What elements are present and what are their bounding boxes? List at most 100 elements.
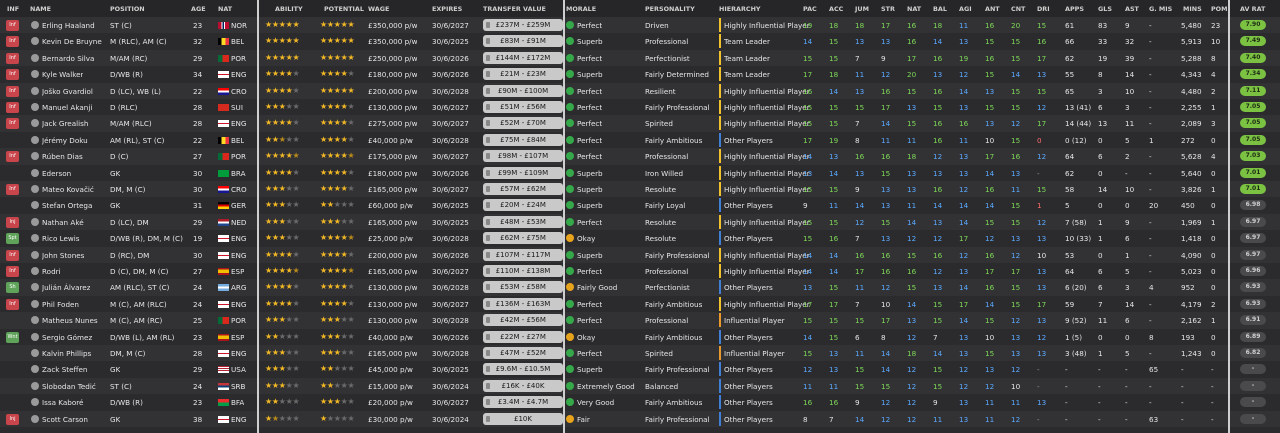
player-name-link[interactable]: Rodri	[42, 267, 61, 276]
player-name-link[interactable]: Mateo Kovačić	[42, 185, 94, 194]
table-row[interactable]: Jérémy Doku AM (RL), ST (C) 22 BEL ★★★★★ ★★★★…	[0, 131, 1280, 149]
table-row[interactable]: Zack Steffen GK 29 USA ★★★★★ ★★★★★ £45,000 p/w…	[0, 361, 1280, 378]
table-row[interactable]: Inf Rodri D (C), DM, M (C) 27 ESP ★★★★★ ★★★★★ £…	[0, 263, 1280, 280]
player-name-link[interactable]: Issa Kaboré	[42, 398, 84, 408]
col-transfer-value[interactable]: TRANSFER VALUE	[483, 5, 546, 13]
col-personality[interactable]: PERSONALITY	[645, 5, 695, 13]
transfer-value-badge[interactable]: £3.4M - £4.7M	[483, 396, 563, 409]
col-cnt[interactable]: CNT	[1011, 5, 1026, 13]
table-row[interactable]: Inf Kyle Walker D/WB (R) 34 ENG ★★★★★ ★★★★★ £18…	[0, 66, 1280, 83]
transfer-value-badge[interactable]: £99M - £109M	[483, 166, 563, 179]
col-avrat[interactable]: AV RAT	[1240, 5, 1266, 13]
transfer-value-badge[interactable]: £20M - £24M	[483, 199, 563, 212]
col-ability[interactable]: ABILITY	[275, 5, 303, 13]
transfer-value-badge[interactable]: £107M - £117M	[483, 248, 563, 261]
col-bal[interactable]: BAL	[933, 5, 947, 13]
col-expires[interactable]: EXPIRES	[432, 5, 463, 13]
player-name-link[interactable]: Kalvin Phillips	[42, 349, 92, 358]
col-pac[interactable]: PAC	[803, 5, 817, 13]
table-row[interactable]: Slobodan Tedić ST (C) 24 SRB ★★★★★ ★★★★★ £15,0…	[0, 377, 1280, 395]
player-name-link[interactable]: Julián Álvarez	[42, 283, 91, 293]
transfer-value-badge[interactable]: £75M - £84M	[483, 133, 563, 146]
player-name-link[interactable]: Zack Steffen	[42, 365, 88, 375]
player-name-link[interactable]: Bernardo Silva	[42, 53, 95, 63]
table-row[interactable]: Inf Erling Haaland ST (C) 23 NOR ★★★★★ ★★★★★ £3…	[0, 17, 1280, 34]
transfer-value-badge[interactable]: £57M - £62M	[483, 183, 563, 195]
player-name-link[interactable]: Jérémy Doku	[42, 135, 88, 145]
transfer-value-badge[interactable]: £42M - £56M	[483, 314, 563, 327]
table-row[interactable]: Inj Scott Carson GK 38 ENG ★★★★★ ★★★★★ £30,000 …	[0, 410, 1280, 427]
col-str[interactable]: STR	[881, 5, 895, 13]
transfer-value-badge[interactable]: £48M - £53M	[483, 215, 563, 228]
player-name-link[interactable]: Slobodan Tedić	[42, 381, 96, 391]
col-position[interactable]: POSITION	[110, 5, 145, 13]
transfer-value-badge[interactable]: £22M - £27M	[483, 330, 563, 343]
transfer-value-badge[interactable]: £47M - £52M	[483, 347, 563, 359]
transfer-value-badge[interactable]: £21M - £23M	[483, 68, 563, 81]
col-apps[interactable]: APPS	[1065, 5, 1084, 13]
table-row[interactable]: Inf Rúben Dias D (C) 27 POR ★★★★★ ★★★★★ £175,00…	[0, 148, 1280, 165]
table-row[interactable]: Ederson GK 30 BRA ★★★★★ ★★★★★ £180,000 p/w 30/6…	[0, 164, 1280, 181]
table-row[interactable]: Kalvin Phillips DM, M (C) 28 ENG ★★★★★ ★★★★★ £…	[0, 345, 1280, 362]
col-mins[interactable]: MINS	[1183, 5, 1202, 13]
table-row[interactable]: Inf John Stones D (RC), DM 30 ENG ★★★★★ ★★★★★ £…	[0, 246, 1280, 263]
transfer-value-badge[interactable]: £51M - £56M	[483, 101, 563, 113]
transfer-value-badge[interactable]: £110M - £138M	[483, 265, 563, 277]
col-ant[interactable]: ANT	[985, 5, 1000, 13]
col-nat2[interactable]: NAT	[907, 5, 922, 13]
transfer-value-badge[interactable]: £144M - £172M	[483, 51, 563, 64]
col-ast[interactable]: AST	[1125, 5, 1139, 13]
table-row[interactable]: Inf Bernardo Silva M/AM (RC) 29 POR ★★★★★ ★★★★…	[0, 49, 1280, 67]
col-agi[interactable]: AGI	[959, 5, 972, 13]
transfer-value-badge[interactable]: £10K	[483, 412, 563, 425]
col-nat[interactable]: NAT	[218, 5, 233, 13]
transfer-value-badge[interactable]: £90M - £100M	[483, 84, 563, 97]
col-jum[interactable]: JUM	[855, 5, 869, 13]
table-row[interactable]: Matheus Nunes M (C), AM (RC) 25 POR ★★★★★ ★★★…	[0, 312, 1280, 329]
table-row[interactable]: Inf Manuel Akanji D (RLC) 28 SUI ★★★★★ ★★★★★ £1…	[0, 99, 1280, 116]
table-row[interactable]: Wnt Sergio Gómez D/WB (L), AM (RL) 23 ESP ★★★…	[0, 328, 1280, 345]
col-age[interactable]: AGE	[191, 5, 206, 13]
player-name-link[interactable]: Rico Lewis	[42, 234, 80, 244]
table-row[interactable]: Inf Jack Grealish M/AM (RLC) 28 ENG ★★★★★ ★★★★…	[0, 115, 1280, 132]
transfer-value-badge[interactable]: £98M - £107M	[483, 150, 563, 163]
table-row[interactable]: Issa Kaboré D/WB (R) 23 BFA ★★★★★ ★★★★★ £20,00…	[0, 394, 1280, 411]
table-row[interactable]: Inf Kevin De Bruyne M (RLC), AM (C) 32 BEL ★★…	[0, 33, 1280, 50]
player-name-link[interactable]: Sergio Gómez	[42, 332, 93, 342]
table-row[interactable]: Stefan Ortega GK 31 GER ★★★★★ ★★★★★ £60,000 p/…	[0, 197, 1280, 214]
table-row[interactable]: Inf Joško Gvardiol D (LC), WB (L) 22 CRO ★★★★…	[0, 82, 1280, 99]
transfer-value-badge[interactable]: £136M - £163M	[483, 297, 563, 310]
player-name-link[interactable]: Kyle Walker	[42, 70, 84, 80]
table-row[interactable]: Spt Rico Lewis D/WB (R), DM, M (C) 19 ENG ★★★…	[0, 230, 1280, 247]
player-name-link[interactable]: Scott Carson	[42, 414, 88, 424]
transfer-value-badge[interactable]: £9.6M - £10.5M	[483, 363, 563, 376]
col-potential[interactable]: POTENTIAL	[324, 5, 364, 13]
player-name-link[interactable]: Joško Gvardiol	[42, 86, 93, 96]
col-name[interactable]: NAME	[30, 5, 52, 13]
table-row[interactable]: Inf Phil Foden M (C), AM (RLC) 24 ENG ★★★★★ ★★…	[0, 295, 1280, 313]
player-name-link[interactable]: Rúben Dias	[42, 152, 83, 162]
player-name-link[interactable]: Phil Foden	[42, 299, 79, 309]
col-pom[interactable]: POM	[1211, 5, 1228, 13]
transfer-value-badge[interactable]: £52M - £70M	[483, 117, 563, 130]
player-name-link[interactable]: Ederson	[42, 168, 72, 178]
transfer-value-badge[interactable]: £16K - £40K	[483, 379, 563, 392]
table-row[interactable]: Inj Nathan Aké D (LC), DM 29 NED ★★★★★ ★★★★★ £1…	[0, 213, 1280, 231]
col-hierarchy[interactable]: HIERARCHY	[719, 5, 761, 13]
col-wage[interactable]: WAGE	[368, 5, 390, 13]
transfer-value-badge[interactable]: £53M - £58M	[483, 281, 563, 294]
transfer-value-badge[interactable]: £83M - £91M	[483, 35, 563, 48]
player-name-link[interactable]: Jack Grealish	[42, 119, 89, 129]
col-acc[interactable]: ACC	[829, 5, 844, 13]
table-row[interactable]: Inf Mateo Kovačić DM, M (C) 30 CRO ★★★★★ ★★★★★…	[0, 181, 1280, 198]
transfer-value-badge[interactable]: £237M - £259M	[483, 19, 563, 31]
col-gmis[interactable]: G. MIS	[1149, 5, 1173, 13]
col-inf[interactable]: INF	[7, 5, 20, 13]
player-name-link[interactable]: Erling Haaland	[42, 21, 95, 30]
player-name-link[interactable]: Nathan Aké	[42, 217, 84, 227]
player-name-link[interactable]: Manuel Akanji	[42, 103, 93, 112]
player-name-link[interactable]: John Stones	[42, 250, 85, 260]
player-name-link[interactable]: Kevin De Bruyne	[42, 37, 102, 47]
player-name-link[interactable]: Matheus Nunes	[42, 316, 98, 326]
player-name-link[interactable]: Stefan Ortega	[42, 201, 93, 211]
